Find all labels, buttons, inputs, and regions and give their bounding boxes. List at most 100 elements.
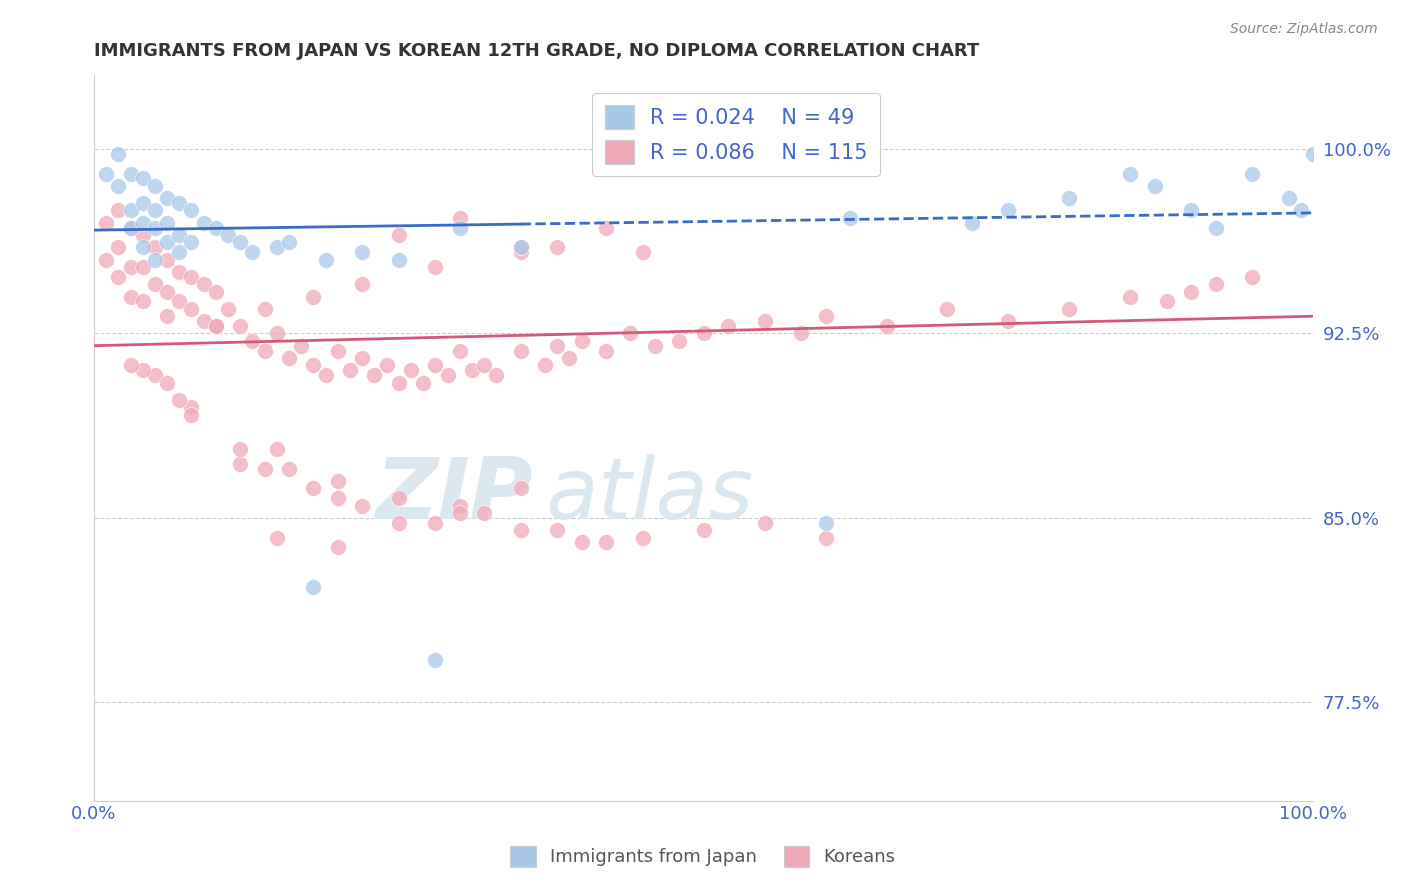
Point [412, 376, 434, 390]
Point [1278, 191, 1301, 205]
Point [169, 245, 191, 260]
Point [302, 481, 325, 495]
Point [278, 235, 301, 250]
Point [509, 240, 531, 254]
Point [326, 491, 349, 505]
Text: atlas: atlas [546, 454, 754, 538]
Point [1241, 269, 1264, 284]
Point [1289, 203, 1312, 218]
Point [449, 220, 471, 235]
Point [205, 318, 228, 333]
Point [472, 506, 495, 520]
Point [1059, 301, 1081, 316]
Point [571, 535, 593, 549]
Point [229, 442, 252, 456]
Point [1180, 285, 1202, 299]
Point [1302, 147, 1324, 161]
Point [546, 523, 568, 537]
Point [425, 260, 447, 274]
Point [717, 318, 740, 333]
Point [278, 461, 301, 475]
Point [229, 457, 252, 471]
Text: ZIP: ZIP [375, 454, 533, 538]
Point [302, 289, 325, 303]
Point [180, 408, 202, 422]
Point [326, 474, 349, 488]
Point [1119, 167, 1142, 181]
Point [131, 240, 153, 254]
Point [754, 314, 776, 328]
Point [1059, 191, 1081, 205]
Point [242, 245, 264, 260]
Point [107, 269, 129, 284]
Point [205, 220, 228, 235]
Point [449, 211, 471, 225]
Point [668, 334, 690, 348]
Point [169, 294, 191, 309]
Point [595, 535, 617, 549]
Point [94, 167, 117, 181]
Point [692, 523, 714, 537]
Point [425, 653, 447, 667]
Point [143, 252, 166, 267]
Point [120, 220, 142, 235]
Point [449, 499, 471, 513]
Point [449, 343, 471, 358]
Point [352, 245, 374, 260]
Point [266, 240, 288, 254]
Point [790, 326, 813, 341]
Point [143, 203, 166, 218]
Point [131, 171, 153, 186]
Point [156, 216, 179, 230]
Point [388, 227, 411, 242]
Point [814, 516, 837, 530]
Point [156, 376, 179, 390]
Point [180, 235, 202, 250]
Point [352, 277, 374, 292]
Point [1143, 178, 1166, 193]
Point [107, 147, 129, 161]
Point [1205, 277, 1227, 292]
Point [1156, 294, 1178, 309]
Point [461, 363, 484, 377]
Point [193, 216, 215, 230]
Point [814, 309, 837, 323]
Point [107, 178, 129, 193]
Point [352, 351, 374, 365]
Point [278, 351, 301, 365]
Point [242, 334, 264, 348]
Point [266, 442, 288, 456]
Point [229, 235, 252, 250]
Point [107, 240, 129, 254]
Point [388, 516, 411, 530]
Point [352, 499, 374, 513]
Point [217, 227, 239, 242]
Point [326, 541, 349, 555]
Point [631, 531, 654, 545]
Point [180, 301, 202, 316]
Point [143, 178, 166, 193]
Point [814, 531, 837, 545]
Point [120, 289, 142, 303]
Point [143, 277, 166, 292]
Text: Source: ZipAtlas.com: Source: ZipAtlas.com [1230, 22, 1378, 37]
Point [399, 363, 422, 377]
Point [169, 265, 191, 279]
Point [558, 351, 581, 365]
Point [131, 294, 153, 309]
Point [997, 314, 1019, 328]
Point [546, 240, 568, 254]
Point [315, 252, 337, 267]
Point [205, 318, 228, 333]
Point [631, 245, 654, 260]
Point [388, 252, 411, 267]
Point [754, 516, 776, 530]
Point [205, 285, 228, 299]
Point [120, 220, 142, 235]
Point [302, 359, 325, 373]
Point [534, 359, 557, 373]
Point [449, 506, 471, 520]
Point [436, 368, 458, 383]
Point [509, 245, 531, 260]
Point [156, 252, 179, 267]
